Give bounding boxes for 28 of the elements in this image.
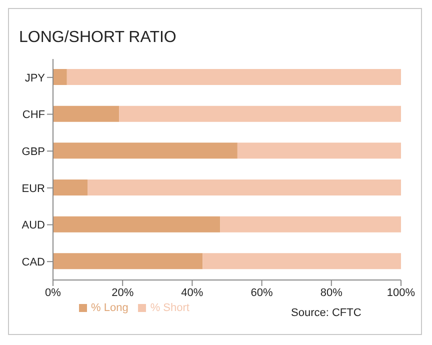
bar <box>88 180 401 196</box>
legend-label: % Long <box>91 302 128 314</box>
y-tick-label: GBP <box>22 146 45 158</box>
source-note: Source: CFTC <box>291 307 362 319</box>
bar <box>237 142 401 159</box>
legend-label: % Short <box>150 302 190 314</box>
chart-title: LONG/SHORT RATIO <box>19 29 176 47</box>
y-tick-label: JPY <box>24 72 46 84</box>
bar <box>53 180 88 196</box>
x-tick-label: 60% <box>250 286 274 299</box>
bar <box>119 106 401 122</box>
x-tick-label: 20% <box>112 286 134 299</box>
x-tick-label: 100% <box>386 286 416 299</box>
x-tick-label: 40% <box>181 286 204 299</box>
bar <box>53 142 238 159</box>
bar <box>53 216 220 232</box>
y-tick-label: EUR <box>22 182 46 195</box>
y-tick-label: CAD <box>22 256 46 268</box>
bar <box>220 216 401 232</box>
bar <box>202 253 401 270</box>
bar <box>53 106 120 122</box>
y-tick-label: CHF <box>22 109 46 122</box>
bar <box>53 69 67 85</box>
x-tick-label: 0% <box>45 286 62 299</box>
y-tick-label: AUD <box>22 220 46 232</box>
x-tick-label: 80% <box>320 286 343 299</box>
bar <box>66 69 401 85</box>
bar <box>53 253 203 270</box>
